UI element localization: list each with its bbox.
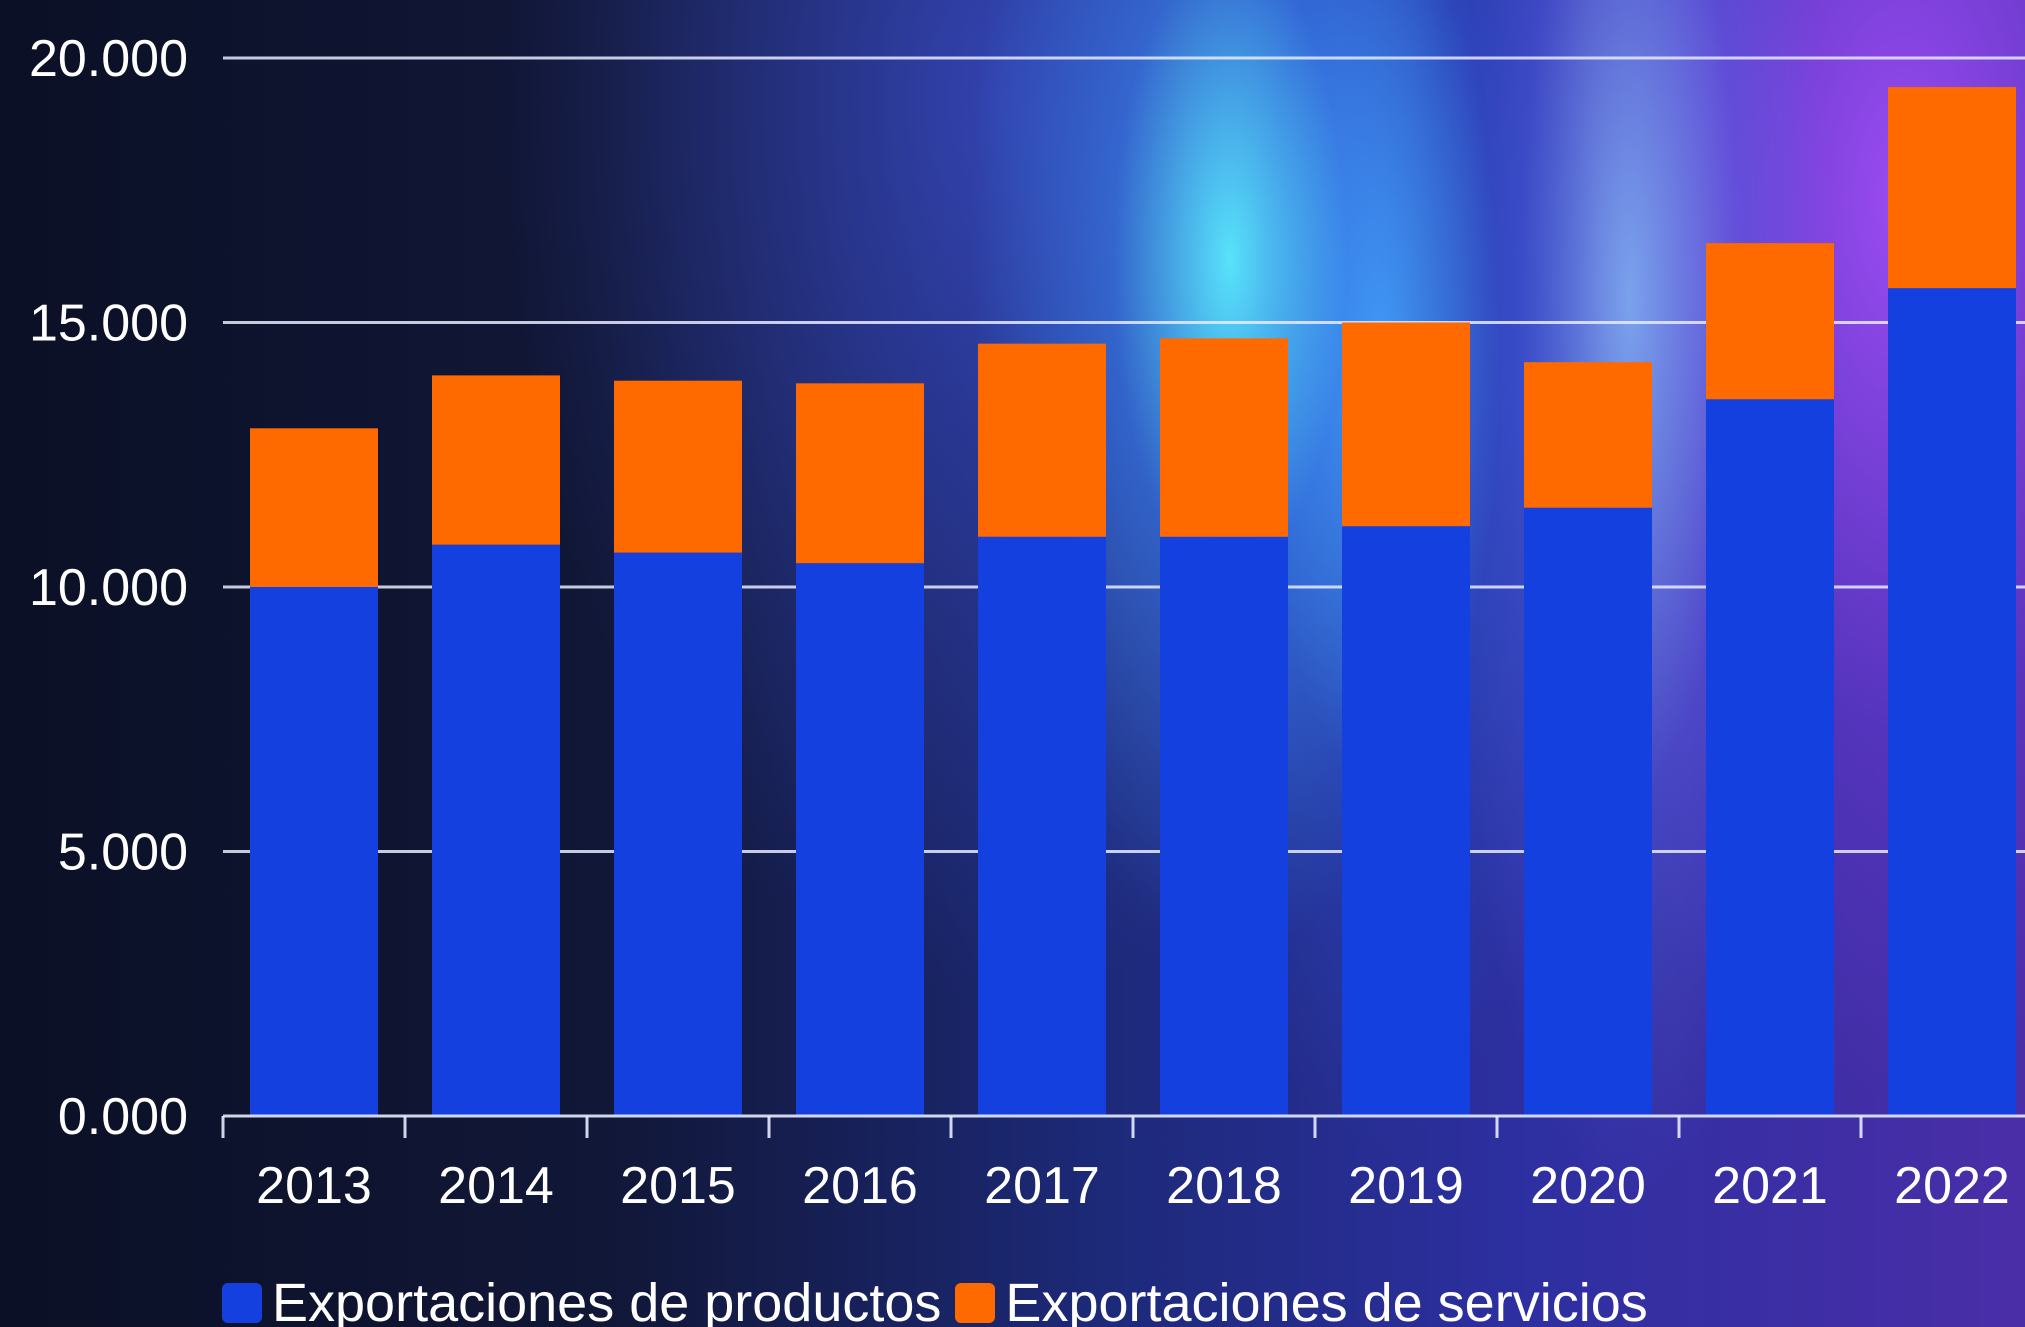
legend-label-services: Exportaciones de servicios [1005, 1273, 1648, 1327]
legend-swatch-services [955, 1283, 996, 1323]
legend: Exportaciones de productos Exportaciones… [222, 1272, 1648, 1327]
bar-products [796, 563, 924, 1116]
bar-services [614, 380, 742, 553]
x-tick-label: 2013 [256, 1157, 372, 1215]
bar-services [1706, 243, 1834, 400]
legend-swatch-products [222, 1283, 262, 1323]
bar-services [1160, 338, 1288, 537]
y-tick-label: 5.000 [58, 824, 188, 882]
bar-services [796, 383, 924, 564]
legend-item-services: Exportaciones de servicios [955, 1272, 1648, 1327]
legend-item-products: Exportaciones de productos [222, 1272, 941, 1327]
y-tick-label: 10.000 [29, 559, 188, 617]
bar-products [1342, 526, 1470, 1116]
bar-services [1888, 87, 2016, 289]
x-tick-label: 2020 [1530, 1157, 1646, 1215]
bar-products [1524, 507, 1652, 1116]
y-tick-label: 0.000 [58, 1088, 188, 1146]
x-tick-label: 2014 [438, 1157, 554, 1215]
bar-services [250, 428, 378, 587]
bar-services [1342, 322, 1470, 527]
x-tick-label: 2018 [1166, 1157, 1282, 1215]
bar-products [1888, 288, 2016, 1116]
bar-services [978, 343, 1106, 537]
bar-products [614, 552, 742, 1116]
x-tick-label: 2015 [620, 1157, 736, 1215]
x-tick-label: 2021 [1712, 1157, 1828, 1215]
bar-products [1706, 399, 1834, 1117]
bar-products [432, 544, 560, 1116]
bar-products [250, 587, 378, 1116]
bar-services [1524, 362, 1652, 508]
bar-products [978, 536, 1106, 1116]
bar-products [1160, 536, 1288, 1116]
x-tick-label: 2019 [1348, 1157, 1464, 1215]
x-tick-label: 2022 [1894, 1157, 2010, 1215]
x-tick-label: 2017 [984, 1157, 1100, 1215]
x-tick-label: 2016 [802, 1157, 918, 1215]
y-tick-label: 15.000 [29, 295, 188, 353]
legend-label-products: Exportaciones de productos [272, 1273, 942, 1327]
y-tick-label: 20.000 [29, 30, 188, 88]
bar-services [432, 375, 560, 545]
